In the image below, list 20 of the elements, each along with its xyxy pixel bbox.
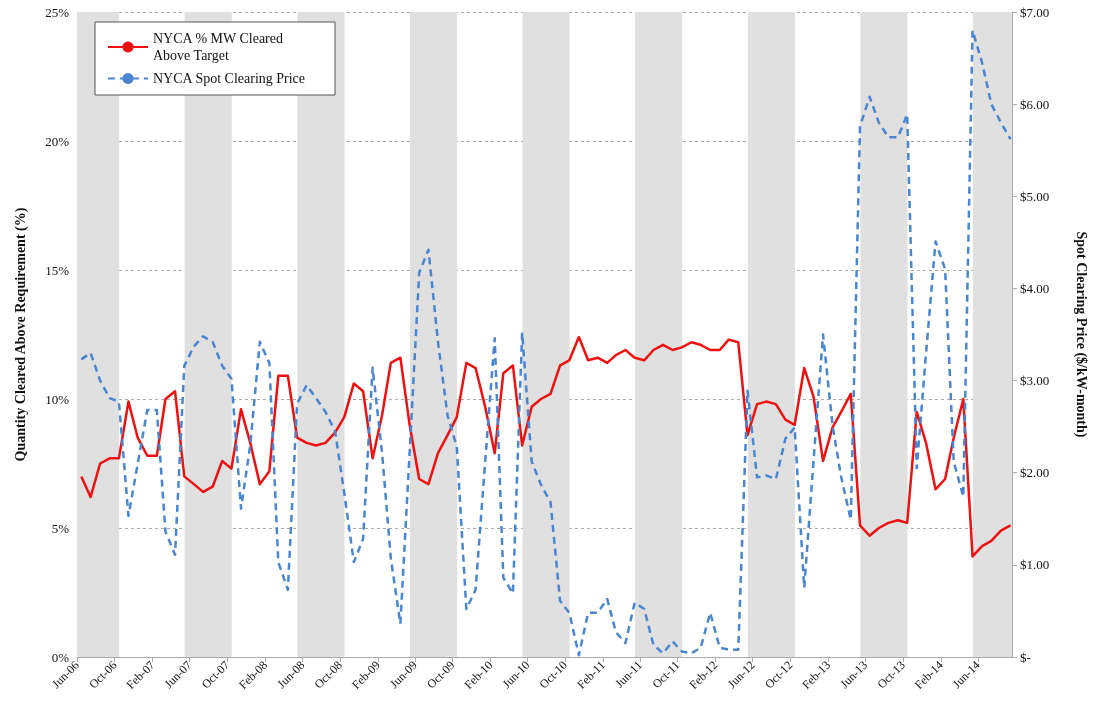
y2-tick-label: $5.00 xyxy=(1020,188,1050,204)
y2-tick-label: $4.00 xyxy=(1020,280,1050,296)
y2-tick-label: $- xyxy=(1020,649,1031,665)
y-tick-label: 25% xyxy=(45,4,70,20)
y2-axis-title: Spot Clearing Price ($/kW-month) xyxy=(1072,231,1089,438)
y-tick-label: 20% xyxy=(45,133,70,149)
legend-label: NYCA Spot Clearing Price xyxy=(153,71,306,86)
y2-tick-label: $3.00 xyxy=(1020,373,1050,389)
line-series xyxy=(80,29,1012,657)
y2-tick-label: $7.00 xyxy=(1020,4,1050,20)
y2-tick-label: $1.00 xyxy=(1020,557,1050,573)
line-series xyxy=(80,335,1012,558)
y2-tick-label: $2.00 xyxy=(1020,465,1050,481)
legend-label: NYCA % MW Cleared Above Target xyxy=(153,31,287,63)
y-tick-label: 10% xyxy=(45,391,70,407)
y2-tick-label: $6.00 xyxy=(1020,96,1050,112)
y-tick-label: 15% xyxy=(45,262,70,278)
y-tick-label: 0% xyxy=(51,649,70,665)
y-axis-title: Quantity Cleared Above Requirement (%) xyxy=(12,207,29,462)
y-tick-label: 5% xyxy=(51,520,70,536)
